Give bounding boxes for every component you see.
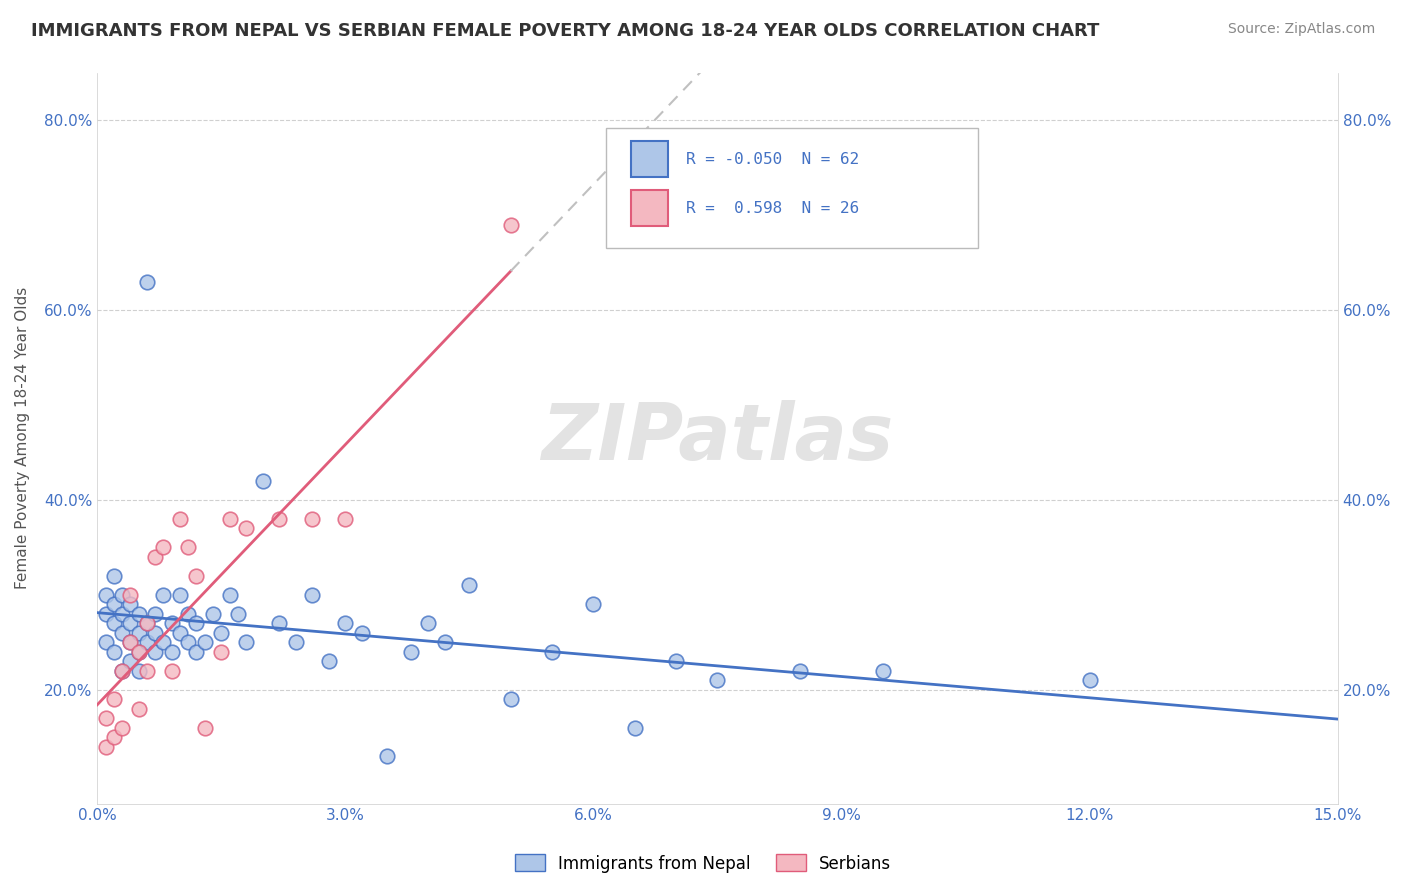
Point xyxy=(433,635,456,649)
Point xyxy=(103,569,125,583)
Point xyxy=(235,521,257,535)
Point xyxy=(128,607,150,621)
Point xyxy=(623,721,645,735)
Point xyxy=(202,607,225,621)
Point xyxy=(120,635,142,649)
Point xyxy=(143,549,166,564)
Point xyxy=(111,588,134,602)
Point xyxy=(375,749,398,764)
Point xyxy=(128,645,150,659)
Point xyxy=(111,664,134,678)
Point xyxy=(120,588,142,602)
Point xyxy=(235,635,257,649)
Point xyxy=(120,654,142,668)
Point xyxy=(499,218,522,232)
Point xyxy=(94,711,117,725)
Point xyxy=(128,664,150,678)
Point xyxy=(111,607,134,621)
Point xyxy=(218,512,240,526)
Point xyxy=(416,616,439,631)
Point xyxy=(789,664,811,678)
Point xyxy=(194,635,217,649)
Point xyxy=(143,645,166,659)
Point xyxy=(120,635,142,649)
Point xyxy=(252,474,274,488)
Point xyxy=(335,512,357,526)
Point xyxy=(209,625,232,640)
Point xyxy=(111,721,134,735)
Point xyxy=(135,616,157,631)
Point xyxy=(1078,673,1101,688)
Point xyxy=(186,616,208,631)
Point xyxy=(872,664,894,678)
Point xyxy=(706,673,728,688)
Point xyxy=(160,616,183,631)
Point xyxy=(94,607,117,621)
Point xyxy=(169,588,191,602)
Point xyxy=(94,739,117,754)
Point xyxy=(209,645,232,659)
Point xyxy=(111,625,134,640)
Point xyxy=(152,541,174,555)
Legend: Immigrants from Nepal, Serbians: Immigrants from Nepal, Serbians xyxy=(508,847,898,880)
Point xyxy=(269,512,291,526)
Point xyxy=(186,569,208,583)
Point xyxy=(194,721,217,735)
Point xyxy=(103,598,125,612)
Text: R =  0.598  N = 26: R = 0.598 N = 26 xyxy=(686,201,859,216)
Text: R = -0.050  N = 62: R = -0.050 N = 62 xyxy=(686,152,859,167)
Point xyxy=(226,607,249,621)
Point xyxy=(143,607,166,621)
Point xyxy=(350,625,373,640)
FancyBboxPatch shape xyxy=(606,128,979,248)
Point xyxy=(177,635,200,649)
Point xyxy=(152,635,174,649)
Point xyxy=(665,654,688,668)
Point xyxy=(177,607,200,621)
Point xyxy=(160,645,183,659)
Point xyxy=(128,645,150,659)
Point xyxy=(103,645,125,659)
Point xyxy=(143,625,166,640)
FancyBboxPatch shape xyxy=(631,190,668,227)
Point xyxy=(135,275,157,289)
FancyBboxPatch shape xyxy=(631,141,668,178)
Point xyxy=(103,616,125,631)
Point xyxy=(152,588,174,602)
Point xyxy=(128,625,150,640)
Point xyxy=(318,654,340,668)
Point xyxy=(458,578,481,592)
Point xyxy=(135,664,157,678)
Y-axis label: Female Poverty Among 18-24 Year Olds: Female Poverty Among 18-24 Year Olds xyxy=(15,287,30,590)
Point xyxy=(103,730,125,744)
Point xyxy=(335,616,357,631)
Point xyxy=(135,635,157,649)
Point xyxy=(582,598,605,612)
Point xyxy=(94,635,117,649)
Point xyxy=(301,588,323,602)
Point xyxy=(218,588,240,602)
Point xyxy=(120,616,142,631)
Point xyxy=(186,645,208,659)
Point xyxy=(269,616,291,631)
Text: Source: ZipAtlas.com: Source: ZipAtlas.com xyxy=(1227,22,1375,37)
Point xyxy=(94,588,117,602)
Point xyxy=(111,664,134,678)
Point xyxy=(177,541,200,555)
Point xyxy=(169,512,191,526)
Text: IMMIGRANTS FROM NEPAL VS SERBIAN FEMALE POVERTY AMONG 18-24 YEAR OLDS CORRELATIO: IMMIGRANTS FROM NEPAL VS SERBIAN FEMALE … xyxy=(31,22,1099,40)
Point xyxy=(135,616,157,631)
Point xyxy=(284,635,307,649)
Point xyxy=(541,645,564,659)
Point xyxy=(169,625,191,640)
Point xyxy=(499,692,522,706)
Text: ZIPatlas: ZIPatlas xyxy=(541,401,894,476)
Point xyxy=(160,664,183,678)
Point xyxy=(120,598,142,612)
Point xyxy=(128,702,150,716)
Point xyxy=(401,645,423,659)
Point xyxy=(103,692,125,706)
Point xyxy=(301,512,323,526)
